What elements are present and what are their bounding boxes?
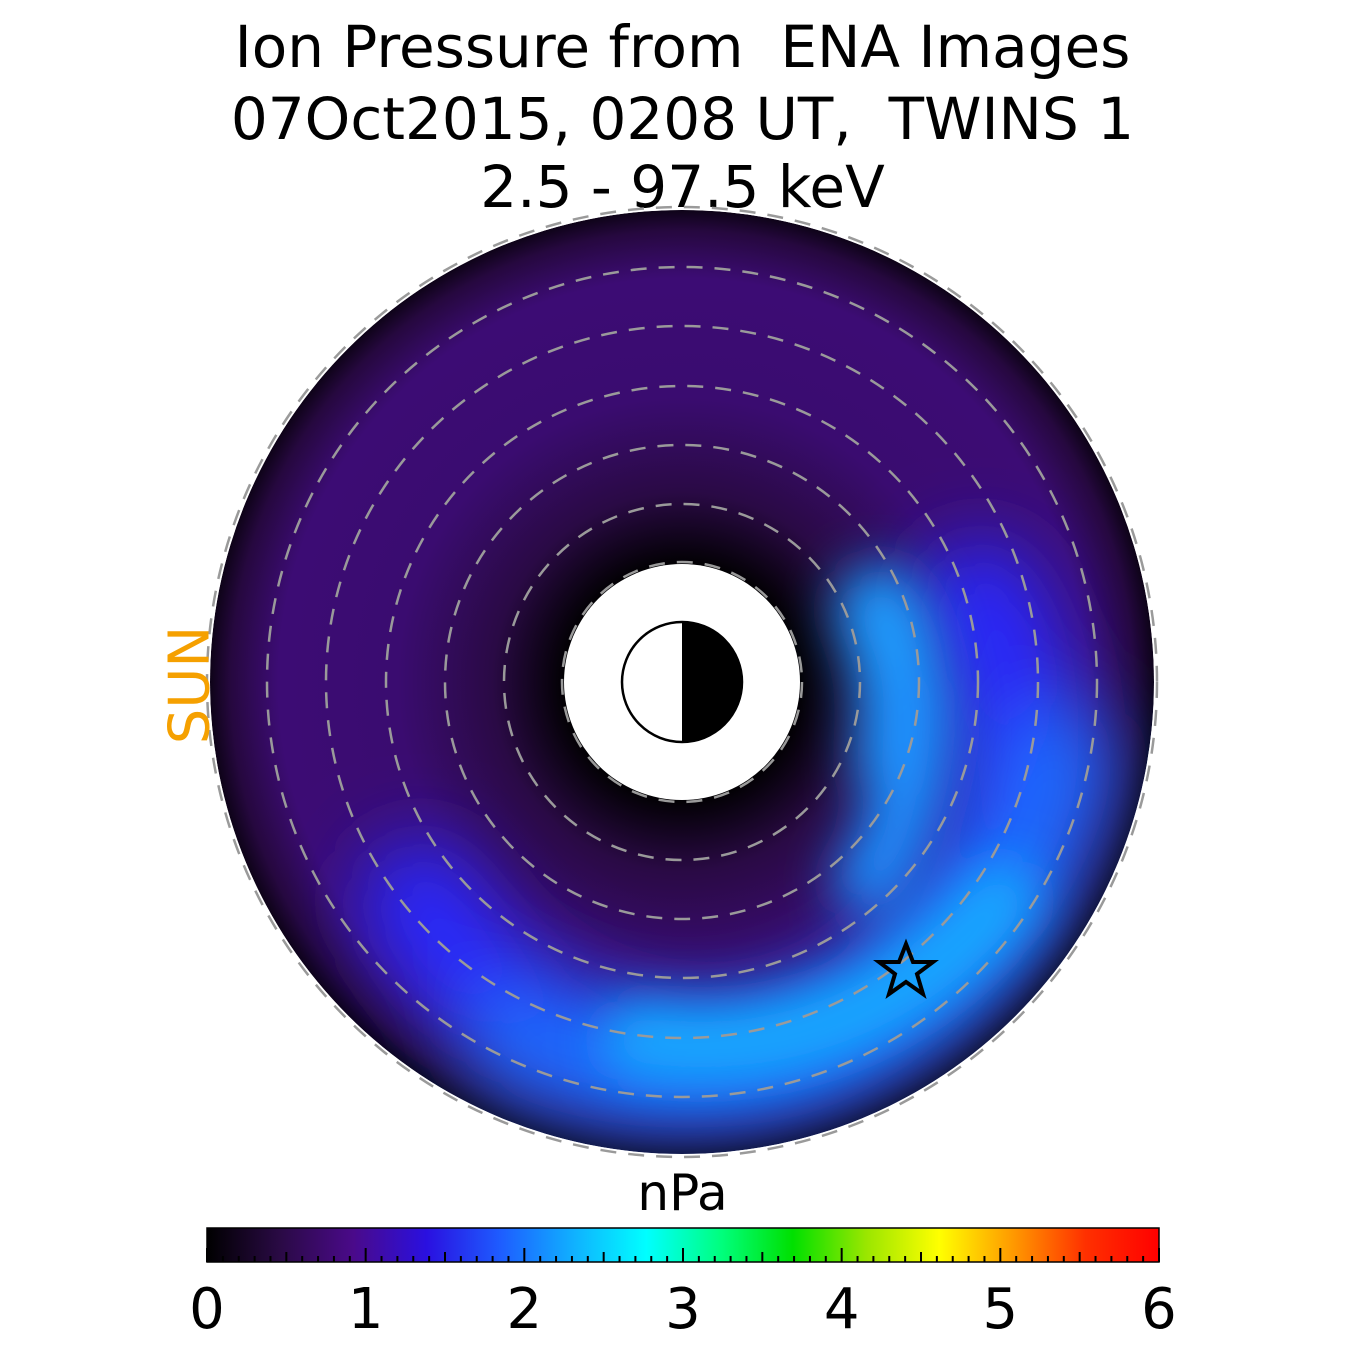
range-circles: [205, 205, 1159, 1159]
chart-title-line-2: 07Oct2015, 0208 UT, TWINS 1: [230, 85, 1135, 153]
range-circle: [384, 384, 980, 980]
earth-icon: [620, 620, 744, 744]
pressure-peak: [600, 565, 1040, 1085]
range-circle: [205, 205, 1159, 1159]
colorbar-tick-label: 2: [506, 1277, 543, 1342]
colorbar-tick-label: 3: [665, 1277, 701, 1342]
colorbar-tick-label: 1: [347, 1277, 384, 1342]
star-icon: [873, 938, 939, 999]
range-circle: [502, 502, 862, 862]
colorbar-tick-label: 5: [982, 1277, 1019, 1342]
range-circle: [265, 265, 1099, 1099]
colorbar-tick-label: 4: [823, 1277, 860, 1342]
colorbar-tick-label: 0: [189, 1277, 225, 1342]
colorbar-tick-label: 6: [1141, 1277, 1177, 1342]
range-circle: [560, 560, 804, 804]
chart-title-line-1: Ion Pressure from ENA Images: [234, 13, 1131, 81]
range-circle: [324, 324, 1040, 1040]
colorbar-ticks: [206, 1248, 1160, 1262]
colorbar-label: nPa: [637, 1164, 728, 1222]
range-circle: [443, 443, 921, 921]
